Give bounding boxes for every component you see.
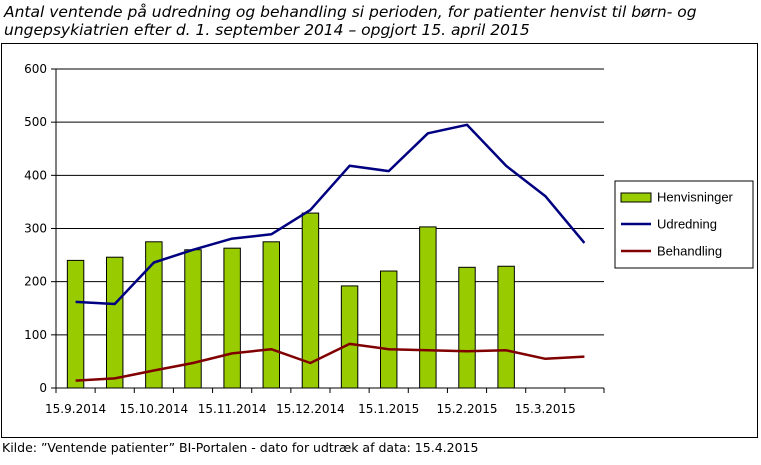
x-tick-label-1: 15.9.2014 (45, 402, 106, 416)
bar-5 (223, 247, 241, 389)
bar-9 (379, 270, 398, 389)
x-tick-label-3: 15.11.2014 (198, 402, 267, 416)
chart-title-line-1: Antal ventende på udredning og behandlin… (4, 3, 697, 21)
chart-title: Antal ventende på udredning og behandlin… (4, 3, 756, 39)
bar-10 (419, 226, 437, 389)
chart-title-line-2: ungepsykiatrien efter d. 1. september 20… (4, 21, 530, 39)
bar-series-henvisninger (66, 212, 515, 389)
y-tick-label-500: 500 (24, 115, 47, 129)
x-tick-label-5: 15.1.2015 (358, 402, 419, 416)
y-tick-label-400: 400 (24, 168, 47, 182)
line-behandling (75, 342, 585, 382)
legend-label-udredning: Udredning (657, 217, 717, 232)
y-tick-label-600: 600 (24, 62, 47, 76)
bar-8 (340, 285, 359, 389)
legend: Henvisninger Udredning Behandling (614, 180, 754, 269)
bar-4 (184, 249, 202, 389)
x-tick-label-6: 15.2.2015 (436, 402, 497, 416)
x-tick-label-7: 15.3.2015 (515, 402, 576, 416)
legend-label-henvisninger: Henvisninger (657, 190, 734, 205)
bar-1 (66, 259, 85, 389)
y-tick-label-300: 300 (24, 222, 47, 236)
bar-6 (262, 241, 281, 389)
x-tick-label-2: 15.10.2014 (119, 402, 188, 416)
line-series (75, 123, 586, 382)
y-tick-label-100: 100 (24, 328, 47, 342)
legend-label-behandling: Behandling (657, 244, 722, 259)
line-udredning (75, 123, 586, 306)
bar-12 (497, 265, 515, 389)
y-tick-label-200: 200 (24, 275, 47, 289)
source-note: Kilde: ”Ventende patienter” BI-Portalen … (2, 440, 479, 455)
x-tick-label-4: 15.12.2014 (276, 402, 345, 416)
gridlines (56, 68, 604, 336)
x-axis-tick-labels: 15.9.2014 15.10.2014 15.11.2014 15.12.2014 1… (45, 402, 576, 416)
y-tick-label-0: 0 (39, 381, 47, 395)
bar-11 (458, 266, 476, 389)
legend-swatch-henvisninger (620, 192, 652, 203)
bar-2 (105, 256, 124, 389)
chart-frame (1, 43, 758, 438)
axes (51, 68, 605, 393)
y-axis-tick-labels: 0 100 200 300 400 500 600 (24, 62, 47, 395)
